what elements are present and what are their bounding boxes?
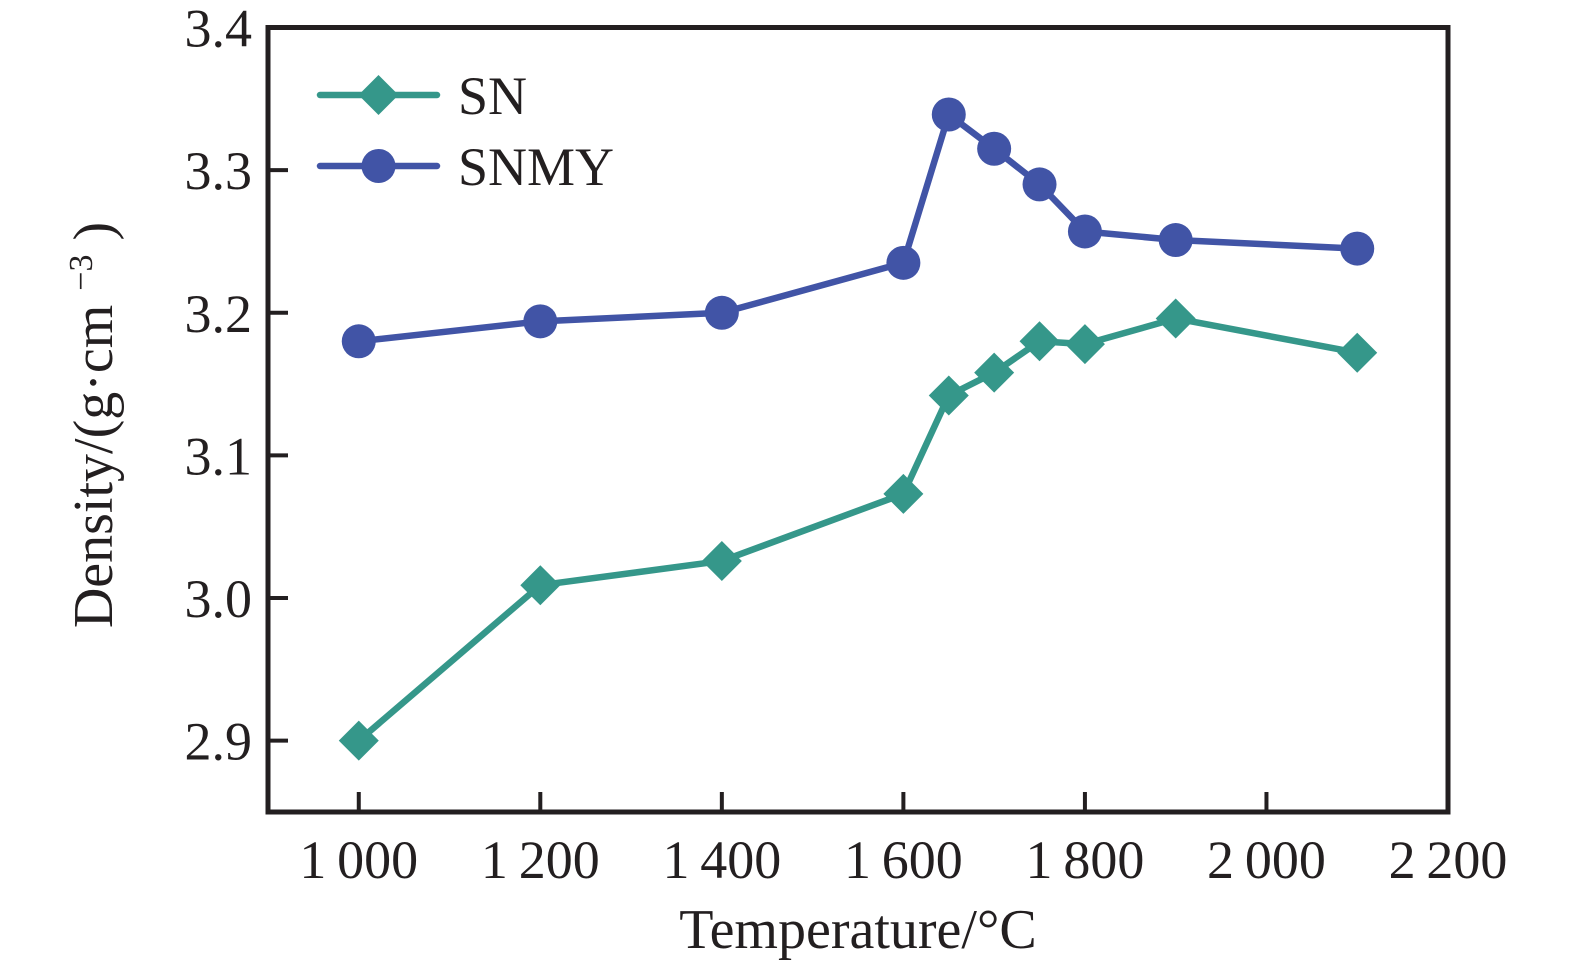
y-tick-label: 3.3 xyxy=(185,141,253,201)
snmy-marker xyxy=(977,131,1012,166)
sn-marker xyxy=(1019,321,1060,362)
sn-marker xyxy=(338,720,379,761)
y-tick-label: 3.0 xyxy=(185,569,253,629)
plot-border xyxy=(265,25,1451,815)
snmy-marker xyxy=(1022,167,1057,202)
sn-marker xyxy=(1337,332,1378,373)
snmy-series-line xyxy=(355,111,1361,345)
x-tick-label: 2 000 xyxy=(1207,830,1326,890)
y-axis-title-main: Density/(g·cm xyxy=(63,305,125,628)
legend-marker-snmy xyxy=(361,149,396,183)
y-tick-label: 2.9 xyxy=(185,712,253,772)
snmy-marker xyxy=(931,97,966,132)
snmy-marker xyxy=(341,324,376,359)
sn-marker xyxy=(701,540,742,581)
y-axis-title-close: ) xyxy=(63,222,125,241)
snmy-marker xyxy=(704,295,739,330)
x-tick-label: 1 200 xyxy=(481,830,600,890)
x-tick-label: 2 200 xyxy=(1389,830,1508,890)
legend-label-sn: SN xyxy=(458,66,527,126)
x-tick-label: 1 400 xyxy=(662,830,781,890)
snmy-marker xyxy=(1067,214,1102,249)
sn-marker xyxy=(520,565,561,606)
snmy-marker xyxy=(1158,223,1193,258)
plot-area: 1 000 1 200 1 400 1 600 1 800 2 000 2 200 2.9 3.… xyxy=(185,0,1508,890)
sn-marker xyxy=(1155,298,1196,339)
legend-marker-sn xyxy=(358,75,399,115)
legend-label-snmy: SNMY xyxy=(458,137,614,197)
sn-marker xyxy=(883,473,924,514)
x-tick-label: 1 800 xyxy=(1026,830,1145,890)
sn-series-line xyxy=(355,315,1361,744)
x-axis-title: Temperature/°C xyxy=(679,899,1036,961)
sn-marker xyxy=(974,352,1015,393)
sn-marker xyxy=(928,375,969,416)
y-tick-label: 3.1 xyxy=(185,426,253,486)
y-axis-title-superscript: −3 xyxy=(63,254,100,290)
snmy-marker xyxy=(523,304,558,339)
y-tick-label: 3.4 xyxy=(185,0,253,59)
y-tick-label: 3.2 xyxy=(185,284,253,344)
snmy-marker xyxy=(886,245,921,280)
sn-marker xyxy=(1064,324,1105,365)
x-tick-label: 1 000 xyxy=(299,830,418,890)
snmy-marker xyxy=(1340,231,1375,266)
y-axis-title: Density/(g·cm −3 ) xyxy=(43,222,125,628)
x-tick-label: 1 600 xyxy=(844,830,963,890)
